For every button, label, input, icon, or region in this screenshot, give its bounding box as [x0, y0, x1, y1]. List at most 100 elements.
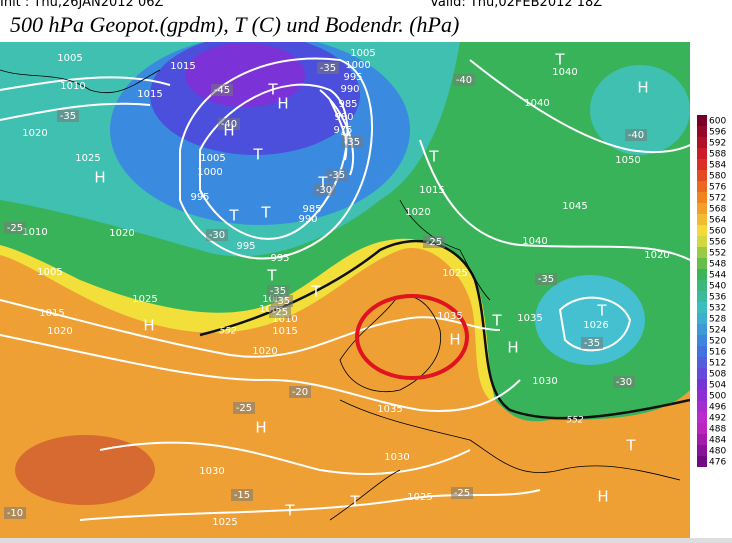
- pressure-label: 1015: [170, 61, 195, 72]
- temperature-label: -35: [538, 274, 554, 285]
- pressure-label: 1010: [272, 314, 297, 325]
- colorbar-swatch: [697, 324, 707, 335]
- temperature-label-box: [267, 285, 289, 297]
- pressure-label: 995: [236, 241, 255, 252]
- pressure-label: 1020: [644, 250, 669, 261]
- pressure-label: 1025: [75, 153, 100, 164]
- pressure-label: 1035: [377, 404, 402, 415]
- colorbar-label: 596: [709, 128, 726, 138]
- colorbar-label: 580: [709, 172, 726, 182]
- map-title: 500 hPa Geopot.(gpdm), T (C) und Bodendr…: [10, 12, 459, 37]
- temperature-label-box: [231, 489, 253, 501]
- pressure-label: 1020: [252, 346, 277, 357]
- colorbar-label: 504: [709, 381, 726, 391]
- pressure-center-symbol: H: [597, 488, 608, 506]
- pressure-label: 995: [190, 192, 209, 203]
- temperature-label: -35: [270, 286, 286, 297]
- temperature-label-box: [326, 169, 348, 181]
- pressure-label: 985: [302, 204, 321, 215]
- temperature-label: -30: [209, 230, 225, 241]
- pressure-label: 1000: [197, 167, 222, 178]
- pressure-center-symbol: T: [252, 146, 263, 164]
- pressure-center-symbol: T: [266, 267, 277, 285]
- pressure-label: 1050: [615, 155, 640, 166]
- colorbar-swatch: [697, 225, 707, 236]
- pressure-label: 1020: [109, 228, 134, 239]
- temperature-label: -25: [7, 223, 23, 234]
- pressure-center-symbol: T: [625, 437, 636, 455]
- temperature-label-box: [613, 376, 635, 388]
- temperature-label-box: [4, 222, 26, 234]
- pressure-label: 1026: [583, 320, 608, 331]
- colorbar-swatch: [697, 302, 707, 313]
- colorbar-label: 548: [709, 260, 726, 270]
- colorbar-label: 484: [709, 436, 726, 446]
- pressure-center-symbol: H: [507, 339, 518, 357]
- colorbar-label: 524: [709, 326, 726, 336]
- colorbar-label: 476: [709, 458, 726, 468]
- colorbar-label: 568: [709, 205, 726, 215]
- colorbar-swatch: [697, 192, 707, 203]
- temperature-label: -40: [628, 130, 644, 141]
- pressure-center-symbol: H: [449, 331, 460, 349]
- colorbar-label: 556: [709, 238, 726, 248]
- bottom-bar: [0, 538, 732, 543]
- pressure-center-symbol: T: [267, 81, 278, 99]
- colorbar-swatch: [697, 115, 707, 126]
- pressure-label: 1005: [57, 53, 82, 64]
- pressure-label: 1025: [407, 492, 432, 503]
- temperature-label-box: [4, 507, 26, 519]
- pressure-label: 1040: [522, 236, 547, 247]
- colorbar-label: 560: [709, 227, 726, 237]
- pressure-label: 1020: [47, 326, 72, 337]
- pressure-center-symbol: H: [94, 169, 105, 187]
- pressure-label: 1015: [419, 185, 444, 196]
- valid-time: Valid: Thu,02FEB2012 18Z: [430, 0, 602, 10]
- pressure-center-symbol: T: [349, 493, 360, 511]
- colorbar-swatch: [697, 445, 707, 456]
- pressure-center-symbol: H: [277, 95, 288, 113]
- pressure-center-symbol: H: [143, 317, 154, 335]
- pressure-center-symbol: T: [284, 502, 295, 520]
- temperature-label-box: [269, 306, 291, 318]
- pressure-label: 1040: [552, 67, 577, 78]
- pressure-center-symbol: T: [340, 131, 351, 149]
- temperature-label-box: [218, 118, 240, 130]
- pressure-label: 980: [334, 112, 353, 123]
- colorbar-swatch: [697, 313, 707, 324]
- colorbar-swatch: [697, 357, 707, 368]
- temperature-label-box: [451, 487, 473, 499]
- colorbar-label: 488: [709, 425, 726, 435]
- pressure-center-symbol: H: [637, 79, 648, 97]
- pressure-label: 1005: [200, 153, 225, 164]
- pressure-label: 990: [298, 214, 317, 225]
- pressure-center-symbol: T: [310, 283, 321, 301]
- colorbar-swatch: [697, 379, 707, 390]
- temperature-label: -35: [274, 296, 290, 307]
- pressure-label: 1030: [199, 466, 224, 477]
- colorbar-label: 528: [709, 315, 726, 325]
- pressure-label: 1000: [345, 60, 370, 71]
- colorbar-label: 584: [709, 161, 726, 171]
- colorbar-label: 536: [709, 293, 726, 303]
- pressure-center-symbol: H: [255, 419, 266, 437]
- colorbar-label: 552: [709, 249, 726, 259]
- temperature-label-box: [453, 74, 475, 86]
- colorbar-swatch: [697, 247, 707, 258]
- contour-label: 552: [219, 327, 236, 337]
- temperature-label-box: [271, 295, 293, 307]
- colorbar-label: 520: [709, 337, 726, 347]
- temperature-label-box: [341, 136, 363, 148]
- temperature-label: -35: [320, 63, 336, 74]
- red-patch: [15, 435, 155, 505]
- colorbar-label: 532: [709, 304, 726, 314]
- colorbar-swatch: [697, 280, 707, 291]
- pressure-center-symbol: T: [491, 312, 502, 330]
- temperature-label: -35: [584, 338, 600, 349]
- temperature-label: -35: [60, 111, 76, 122]
- colorbar: 6005965925885845805765725685645605565525…: [697, 115, 726, 468]
- colorbar-label: 512: [709, 359, 726, 369]
- pressure-label: 990: [340, 84, 359, 95]
- temperature-label: -25: [272, 307, 288, 318]
